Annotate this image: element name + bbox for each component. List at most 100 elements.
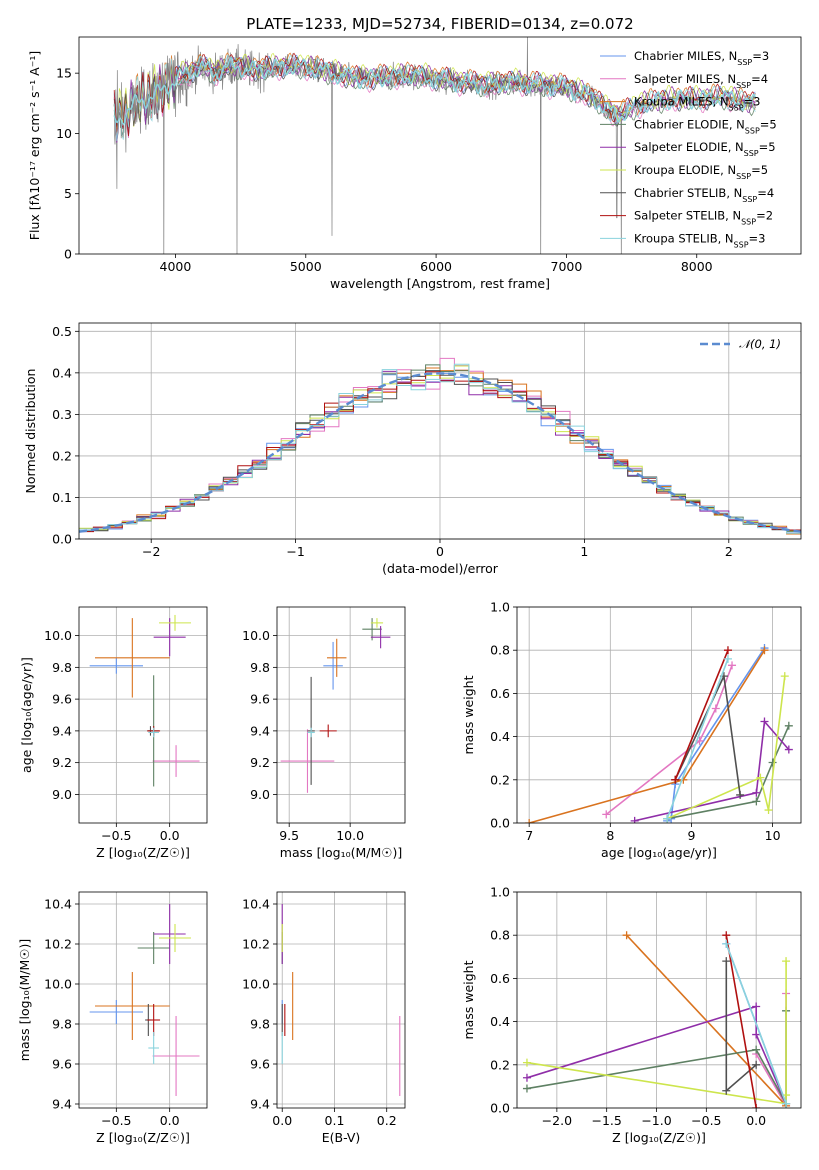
errorbar-point-8 — [319, 724, 337, 738]
errorbar-point-6 — [370, 618, 384, 628]
axes-frame — [78, 606, 208, 824]
weight-series-7 — [722, 957, 761, 1095]
residual-legend: 𝒩(0, 1) — [700, 337, 781, 351]
weight-series-9 — [722, 939, 791, 1108]
y-axis-label: mass [log₁₀(M/M☉)] — [17, 939, 32, 1061]
x-tick-label: −2 — [142, 544, 160, 559]
axes-age_vs_mass: 9.5 10.0 9.0 9.2 9.4 9.6 9.8 10.0 mass [log₁₀(M/… — [242, 606, 406, 860]
y-tick-label: 0.6 — [490, 971, 510, 986]
plot-area-mass_vs_Z — [89, 904, 200, 1096]
plot-area-mass_vs_EBV — [281, 904, 401, 1096]
y-tick-label: 9.2 — [52, 755, 72, 770]
y-tick-label: 1.0 — [490, 885, 510, 900]
grid-mass_vs_EBV — [277, 892, 405, 1108]
y-tick-label: 0.4 — [490, 1014, 510, 1029]
axes-residuals: −2 −1 0 1 2 0.0 0.1 0.2 0.3 0.4 0.5 (data-model)/er… — [23, 322, 802, 576]
x-tick-label: 7 — [525, 828, 533, 843]
y-tick-label: 9.8 — [250, 1017, 270, 1032]
legend-label: Salpeter ELODIE, NSSP=5 — [634, 140, 776, 158]
x-tick-label: 0.0 — [272, 1113, 292, 1128]
y-tick-label: 9.4 — [52, 1097, 72, 1112]
weight-marker — [663, 814, 672, 823]
errorbar-point-1 — [89, 1000, 143, 1024]
axes-frame — [516, 891, 802, 1109]
errorbar-point-3 — [326, 638, 347, 677]
weight-marker — [752, 1030, 761, 1039]
y-tick-label: 0.3 — [52, 407, 72, 422]
y-tick-label: 10.0 — [44, 628, 72, 643]
plot-area-residuals — [79, 357, 801, 539]
axes-frame — [276, 891, 406, 1109]
weight-marker — [752, 1060, 761, 1069]
errorbar-point-3 — [95, 618, 170, 698]
weight-line — [526, 961, 787, 1105]
y-tick-label: 0 — [64, 247, 72, 262]
y-tick-label: 5 — [64, 186, 72, 201]
legend-label: Chabrier ELODIE, NSSP=5 — [634, 117, 777, 135]
weight-marker — [782, 1099, 791, 1108]
y-tick-label: 0.1 — [52, 490, 72, 505]
errorbar-point-2 — [280, 729, 335, 793]
weight-marker — [711, 704, 720, 713]
y-tick-label: 0.2 — [490, 772, 510, 787]
y-tick-label: 10.4 — [242, 897, 270, 912]
errorbar-point-9 — [148, 1032, 159, 1064]
errorbar-point-3 — [95, 972, 170, 1040]
y-tick-label: 9.6 — [52, 692, 72, 707]
weight-marker — [522, 1058, 531, 1067]
y-tick-label: 15 — [56, 66, 72, 81]
weight-marker — [630, 816, 639, 823]
x-tick-label: 4000 — [160, 259, 192, 274]
y-tick-label: 0.0 — [52, 532, 72, 547]
plot-area-age_vs_mass — [280, 618, 391, 793]
y-tick-label: 9.4 — [52, 723, 72, 738]
weight-marker — [764, 806, 773, 815]
weight-marker — [752, 797, 761, 806]
errorbar-point-1 — [89, 657, 143, 674]
weight-marker — [752, 1002, 761, 1011]
legend-label: Chabrier MILES, NSSP=3 — [634, 49, 769, 67]
grid-massweight_vs_age — [517, 606, 801, 824]
y-tick-label: 10.0 — [242, 977, 270, 992]
model-line-6 — [113, 52, 756, 132]
errorbar-point-6 — [159, 614, 191, 631]
errorbar-point-8 — [147, 1004, 161, 1036]
x-tick-label: −2.0 — [542, 1113, 572, 1128]
weight-marker — [522, 1073, 531, 1082]
y-tick-label: 0.6 — [490, 686, 510, 701]
y-tick-label: 0.4 — [52, 365, 72, 380]
y-tick-label: 9.4 — [250, 723, 270, 738]
y-tick-label: 10.0 — [44, 977, 72, 992]
errorbar-point-5 — [153, 904, 186, 964]
errorbar-point-9 — [148, 727, 159, 738]
y-tick-label: 9.8 — [250, 660, 270, 675]
y-tick-label: 9.6 — [52, 1057, 72, 1072]
weight-marker — [728, 661, 737, 670]
x-tick-label: −0.5 — [101, 1113, 131, 1128]
x-axis-label: E(B-V) — [322, 1130, 361, 1145]
errorbar-point-2 — [152, 1016, 200, 1096]
weight-series-8 — [722, 931, 761, 1108]
errorbar-point-1 — [323, 641, 343, 690]
x-tick-label: 1 — [580, 544, 588, 559]
axes-mass_vs_Z: −0.5 0.0 9.4 9.6 9.8 10.0 10.2 10.4 Z [log₁₀(Z/Z… — [17, 891, 208, 1145]
legend-label: 𝒩(0, 1) — [739, 337, 781, 351]
weight-line — [666, 676, 786, 820]
x-tick-label: 2 — [725, 544, 733, 559]
x-axis-label: wavelength [Angstrom, rest frame] — [330, 276, 550, 291]
axes-frame — [78, 322, 802, 540]
axes-frame — [78, 891, 208, 1109]
x-tick-label: 0 — [436, 544, 444, 559]
y-tick-label: 9.0 — [250, 787, 270, 802]
model-line-9 — [113, 55, 756, 141]
axes-frame — [78, 36, 802, 255]
x-axis-label: Z [log₁₀(Z/Z☉)] — [96, 1130, 190, 1145]
y-tick-label: 0.8 — [490, 928, 510, 943]
weight-marker — [752, 1045, 761, 1054]
weight-series-9 — [663, 654, 732, 823]
weight-marker — [782, 957, 791, 966]
weight-line — [666, 658, 729, 819]
weight-marker — [760, 646, 769, 655]
x-tick-label: −1.5 — [592, 1113, 622, 1128]
y-tick-label: 1.0 — [490, 600, 510, 615]
